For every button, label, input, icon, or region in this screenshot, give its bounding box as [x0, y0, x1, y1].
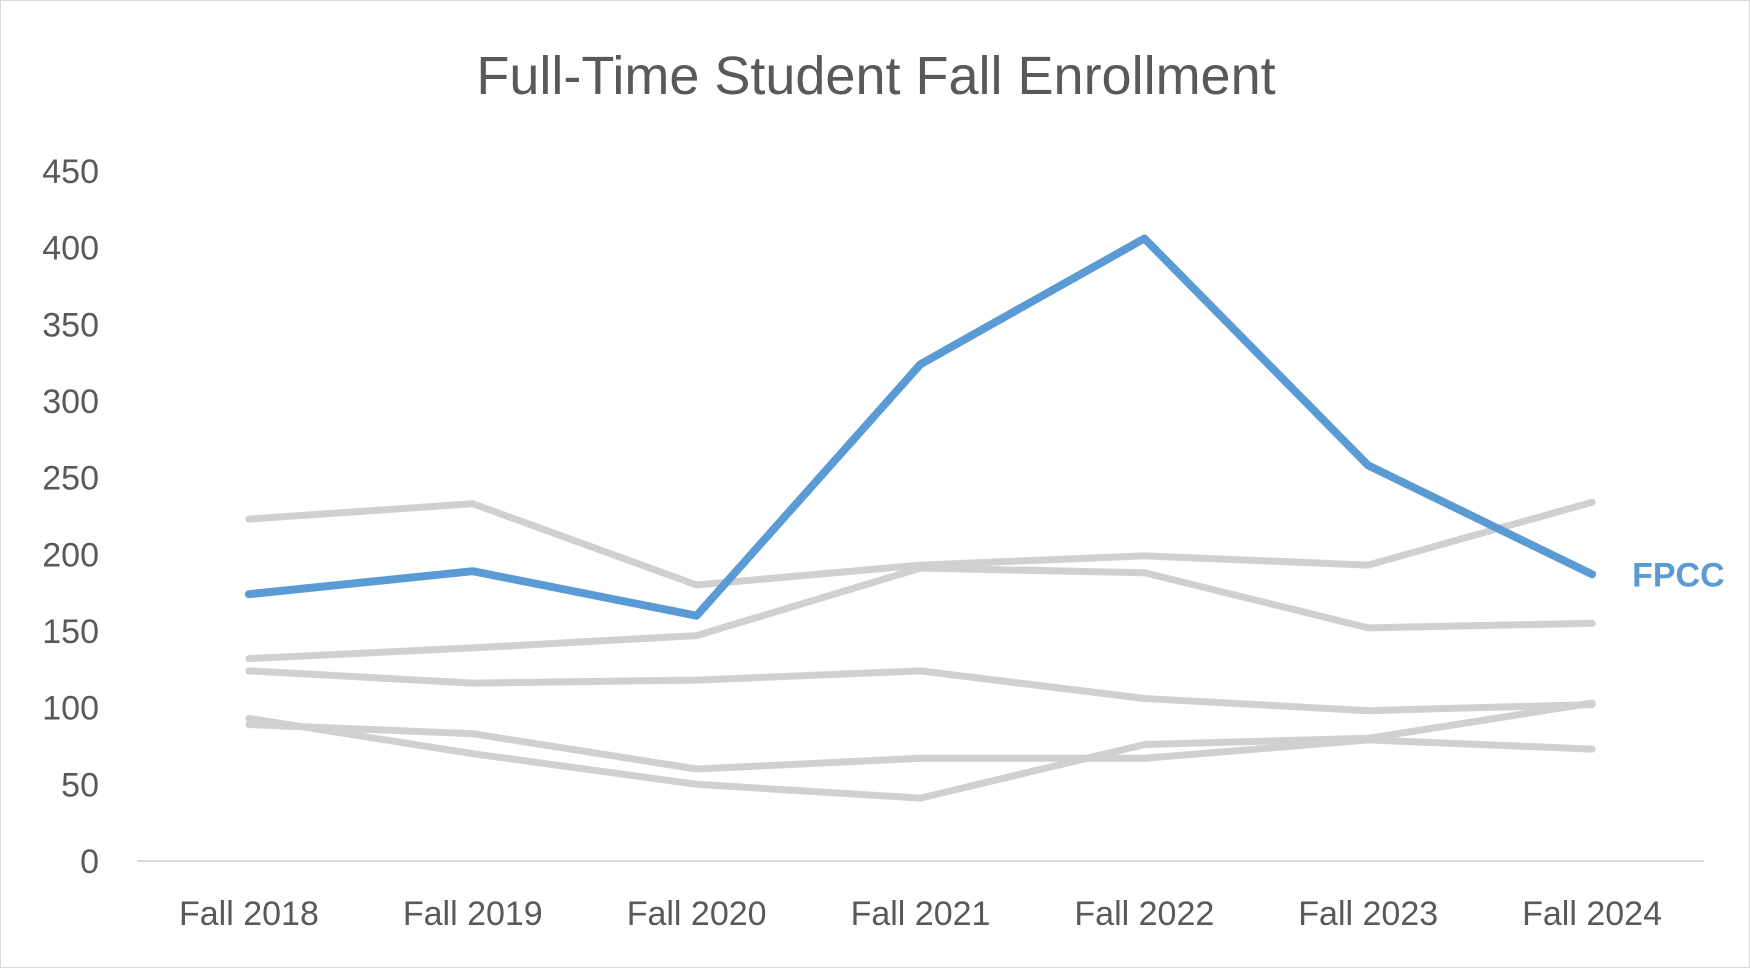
x-tick-label: Fall 2022: [1074, 895, 1214, 933]
y-tick-label: 300: [42, 383, 99, 421]
y-tick-label: 0: [80, 843, 99, 881]
x-tick-label: Fall 2018: [179, 895, 319, 933]
plot-series: FPCC: [244, 234, 1725, 802]
y-tick-label: 200: [42, 536, 99, 574]
chart-title: Full-Time Student Fall Enrollment: [476, 46, 1275, 106]
x-tick-label: Fall 2021: [851, 895, 991, 933]
x-tick-label: Fall 2019: [403, 895, 543, 933]
x-tick-label: Fall 2024: [1522, 895, 1662, 933]
y-tick-label: 450: [42, 153, 99, 191]
y-tick-label: 50: [61, 766, 99, 804]
series-line-fpcc: [244, 234, 1597, 620]
series-line-comparison: [245, 564, 1596, 663]
y-tick-label: 100: [42, 690, 99, 728]
y-tick-label: 250: [42, 460, 99, 498]
x-tick-label: Fall 2020: [627, 895, 767, 933]
series-label: FPCC: [1632, 556, 1725, 594]
y-tick-label: 150: [42, 613, 99, 651]
series-line-comparison: [245, 667, 1596, 715]
series-line-comparison: [245, 721, 1596, 773]
y-axis-ticks: 0 50 100 150 200 250 300 350 400 450: [42, 153, 99, 881]
y-tick-label: 350: [42, 306, 99, 344]
x-tick-label: Fall 2023: [1298, 895, 1438, 933]
series-line-comparison: [245, 699, 1596, 802]
x-axis-ticks: Fall 2018 Fall 2019 Fall 2020 Fall 2021 Fall…: [179, 895, 1662, 933]
y-tick-label: 400: [42, 230, 99, 268]
